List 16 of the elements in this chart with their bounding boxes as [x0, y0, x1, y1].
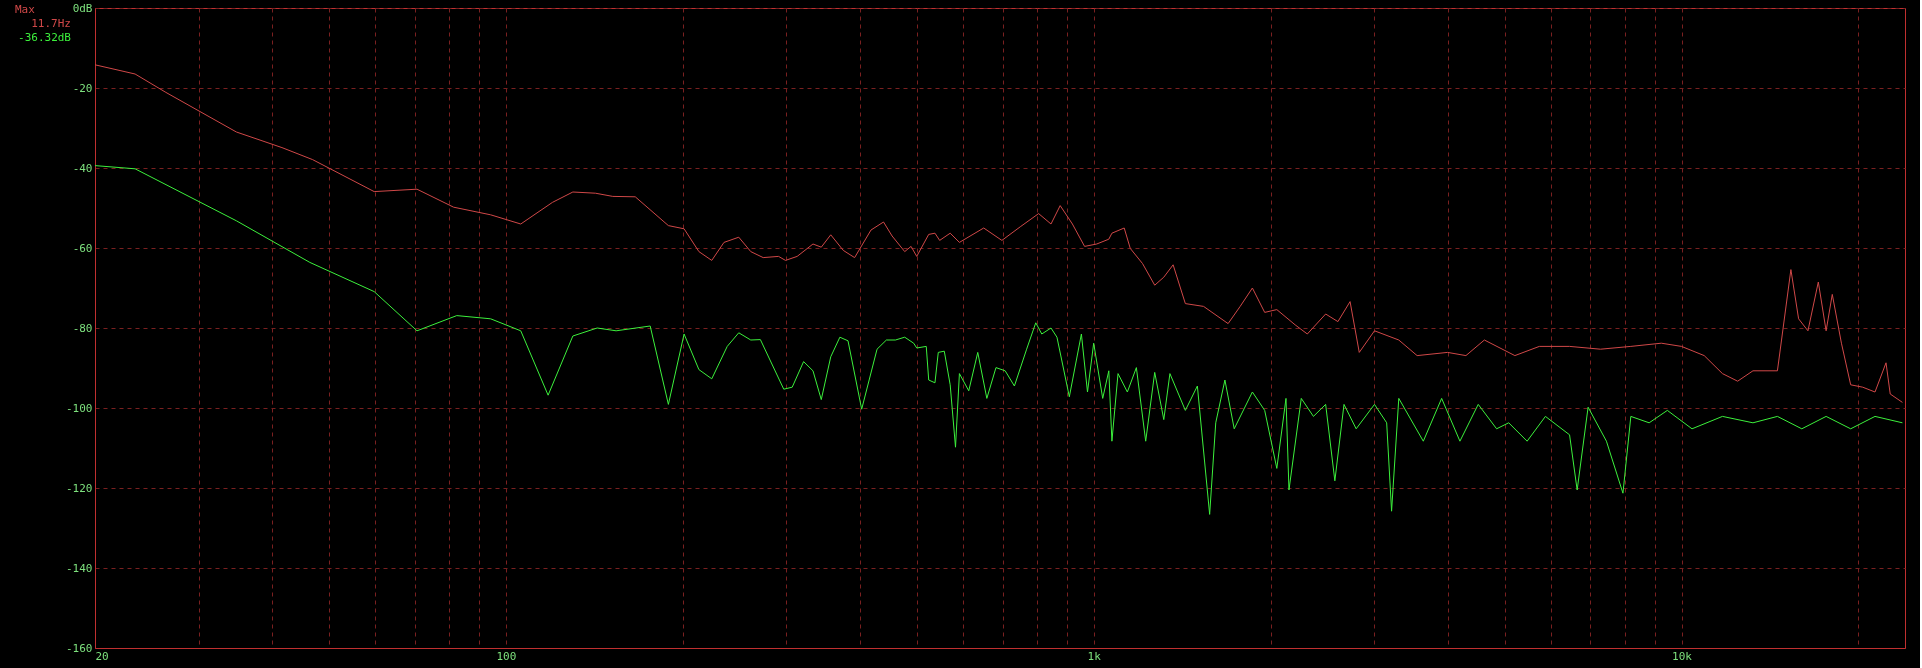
y-tick-label: -100 — [66, 401, 93, 415]
x-tick-label: 1k — [1087, 649, 1102, 663]
text: Max — [15, 3, 36, 16]
y-tick-label: -20 — [72, 81, 93, 95]
y-tick-label: -140 — [66, 561, 93, 575]
y-tick-label: -80 — [72, 321, 93, 335]
x-tick-label: 100 — [496, 649, 517, 663]
y-tick-label: -60 — [72, 241, 93, 255]
text: -36.32dB — [18, 31, 72, 44]
text: 11.7Hz — [31, 17, 71, 30]
x-tick-label: 10k — [1672, 649, 1693, 663]
y-tick-label: -120 — [66, 481, 93, 495]
y-tick-label: -40 — [72, 161, 93, 175]
y-tick-label: 0dB — [72, 1, 93, 15]
y-tick-label: -160 — [66, 641, 93, 655]
x-tick-label: 20 — [95, 649, 109, 663]
